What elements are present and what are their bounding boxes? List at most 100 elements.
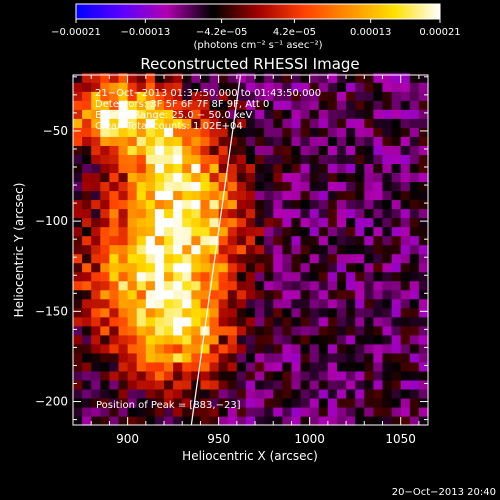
- heatmap-cell: [109, 352, 120, 363]
- heatmap-cell: [173, 100, 183, 110]
- heatmap-cell: [164, 406, 174, 417]
- heatmap-cell: [291, 388, 302, 399]
- heatmap-cell: [154, 118, 165, 128]
- heatmap-cell: [282, 217, 293, 228]
- heatmap-cell: [173, 109, 183, 119]
- heatmap-cell: [391, 127, 402, 137]
- heatmap-cell: [364, 325, 374, 336]
- heatmap-cell: [73, 163, 83, 174]
- heatmap-cell: [136, 343, 147, 354]
- heatmap-cell: [364, 163, 374, 174]
- heatmap-cell: [227, 271, 238, 282]
- heatmap-cell: [209, 262, 220, 273]
- heatmap-cell: [136, 406, 147, 417]
- heatmap-cell: [336, 325, 347, 336]
- heatmap-cell: [118, 415, 129, 426]
- heatmap-cell: [209, 307, 220, 318]
- heatmap-cell: [418, 163, 429, 174]
- heatmap-cell: [309, 415, 320, 426]
- heatmap-cell: [309, 406, 320, 417]
- heatmap-cell: [364, 208, 374, 219]
- heatmap-cell: [118, 136, 129, 146]
- heatmap-cell: [355, 109, 365, 119]
- heatmap-cell: [127, 334, 138, 345]
- info-annotation-line: Detectors: 3F 5F 6F 7F 8F 9F, Att 0: [95, 99, 269, 110]
- heatmap-cell: [73, 289, 83, 300]
- heatmap-cell: [409, 217, 420, 228]
- heatmap-cell: [191, 379, 202, 390]
- heatmap-cell: [346, 127, 356, 137]
- heatmap-cell: [291, 379, 302, 390]
- heatmap-cell: [382, 172, 393, 183]
- heatmap-cell: [145, 352, 156, 363]
- heatmap-cell: [409, 127, 420, 137]
- heatmap-cell: [236, 370, 247, 381]
- heatmap-cell: [364, 262, 374, 273]
- heatmap-cell: [245, 370, 256, 381]
- heatmap-cell: [373, 82, 384, 92]
- heatmap-cell: [400, 280, 411, 291]
- heatmap-cell: [418, 73, 429, 83]
- heatmap-cell: [309, 127, 320, 137]
- heatmap-cell: [73, 280, 83, 291]
- heatmap-cell: [400, 73, 411, 83]
- heatmap-cell: [300, 226, 311, 237]
- heatmap-cell: [218, 415, 229, 426]
- heatmap-cell: [327, 154, 338, 164]
- heatmap-cell: [136, 361, 147, 372]
- heatmap-cell: [91, 415, 101, 426]
- heatmap-cell: [346, 361, 356, 372]
- heatmap-cell: [418, 298, 429, 309]
- heatmap-cell: [136, 316, 147, 327]
- heatmap-cell: [373, 379, 384, 390]
- heatmap-cell: [245, 325, 256, 336]
- heatmap-cell: [218, 136, 229, 146]
- heatmap-cell: [391, 325, 402, 336]
- heatmap-cell: [164, 163, 174, 174]
- heatmap-cell: [245, 91, 256, 101]
- heatmap-cell: [136, 370, 147, 381]
- heatmap-cell: [154, 280, 165, 291]
- heatmap-cell: [91, 397, 101, 408]
- heatmap-cell: [255, 298, 265, 309]
- heatmap-cell: [127, 163, 138, 174]
- heatmap-cell: [355, 271, 365, 282]
- heatmap-cell: [309, 235, 320, 246]
- heatmap-cell: [236, 325, 247, 336]
- heatmap-cell: [73, 262, 83, 273]
- heatmap-cell: [209, 334, 220, 345]
- heatmap-cell: [318, 343, 329, 354]
- heatmap-cell: [255, 379, 265, 390]
- heatmap-cell: [82, 154, 92, 164]
- heatmap-cell: [154, 262, 165, 273]
- heatmap-cell: [346, 199, 356, 210]
- heatmap-cell: [364, 145, 374, 155]
- heatmap-cell: [100, 307, 111, 318]
- heatmap-cell: [291, 325, 302, 336]
- heatmap-cell: [255, 217, 265, 228]
- heatmap-cell: [391, 244, 402, 255]
- heatmap-cell: [346, 163, 356, 174]
- heatmap-cell: [309, 298, 320, 309]
- heatmap-cell: [154, 136, 165, 146]
- heatmap-cell: [418, 253, 429, 264]
- heatmap-cell: [227, 253, 238, 264]
- heatmap-cell: [136, 388, 147, 399]
- heatmap-cell: [73, 100, 83, 110]
- heatmap-cell: [418, 379, 429, 390]
- heatmap-cell: [273, 199, 283, 210]
- heatmap-cell: [100, 289, 111, 300]
- heatmap-cell: [173, 334, 183, 345]
- heatmap-cell: [300, 406, 311, 417]
- heatmap-cell: [264, 289, 274, 300]
- heatmap-cell: [400, 172, 411, 183]
- heatmap-cell: [173, 82, 183, 92]
- y-tick-label: −150: [35, 304, 68, 318]
- heatmap-cell: [300, 154, 311, 164]
- heatmap-cell: [154, 253, 165, 264]
- heatmap-cell: [355, 73, 365, 83]
- heatmap-cell: [227, 208, 238, 219]
- heatmap-cell: [382, 280, 393, 291]
- heatmap-cell: [382, 73, 393, 83]
- heatmap-cell: [400, 199, 411, 210]
